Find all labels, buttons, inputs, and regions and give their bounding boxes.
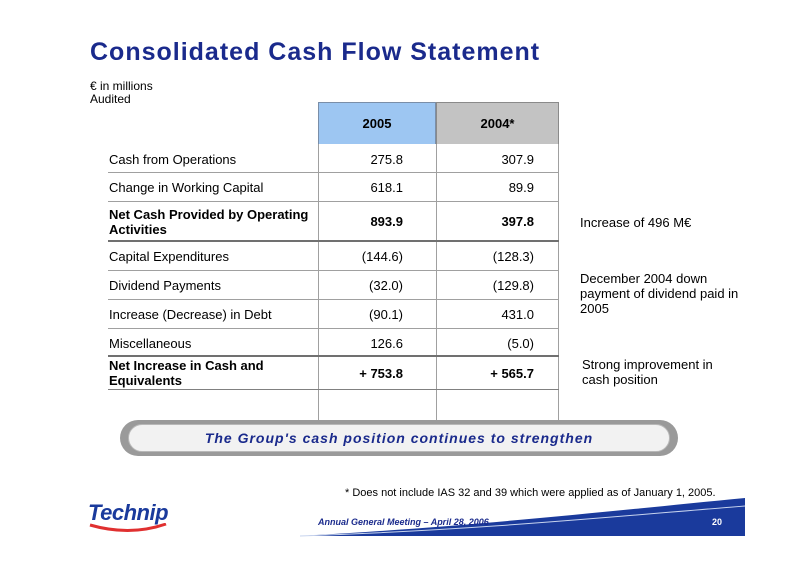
row-label: Capital Expenditures bbox=[109, 249, 229, 264]
column-divider bbox=[318, 144, 319, 431]
currency-label: € in millions bbox=[90, 79, 153, 93]
value-2005: (144.6) bbox=[361, 249, 403, 264]
row-label: Net Cash Provided by Operating Activitie… bbox=[109, 207, 309, 237]
table-row: Dividend Payments (32.0) (129.8) bbox=[108, 271, 559, 300]
column-divider bbox=[436, 144, 437, 431]
value-2004: 431.0 bbox=[501, 307, 534, 322]
row-label: Net Increase in Cash and Equivalents bbox=[109, 358, 264, 388]
logo-swoosh-icon bbox=[89, 523, 167, 533]
value-2005: 126.6 bbox=[370, 336, 403, 351]
column-divider bbox=[558, 144, 559, 431]
value-2004: 397.8 bbox=[501, 214, 534, 229]
meeting-label: Annual General Meeting – April 28, 2006 bbox=[318, 517, 489, 527]
table-row: Change in Working Capital 618.1 89.9 bbox=[108, 173, 559, 202]
table-row: Cash from Operations 275.8 307.9 bbox=[108, 144, 559, 173]
table-row: Capital Expenditures (144.6) (128.3) bbox=[108, 242, 559, 271]
row-label: Change in Working Capital bbox=[109, 180, 264, 195]
audited-label: Audited bbox=[90, 92, 131, 106]
value-2004: (128.3) bbox=[492, 249, 534, 264]
value-2005: 893.9 bbox=[370, 214, 403, 229]
table-row-subtotal: Net Cash Provided by Operating Activitie… bbox=[108, 202, 559, 242]
note-dividend: December 2004 down payment of dividend p… bbox=[580, 271, 739, 316]
technip-logo: Technip bbox=[88, 500, 169, 534]
value-2005: 618.1 bbox=[370, 180, 403, 195]
units-note: € in millions Audited bbox=[90, 80, 153, 106]
logo-wordmark: Technip bbox=[88, 500, 169, 525]
value-2004: (5.0) bbox=[507, 336, 534, 351]
note-increase: Increase of 496 M€ bbox=[580, 215, 692, 230]
table-row: Miscellaneous 126.6 (5.0) bbox=[108, 329, 559, 357]
value-2004: 89.9 bbox=[508, 180, 534, 195]
value-2004: 307.9 bbox=[501, 152, 534, 167]
value-2005: (90.1) bbox=[369, 307, 403, 322]
value-2004: + 565.7 bbox=[490, 366, 534, 381]
table-row-total: Net Increase in Cash and Equivalents + 7… bbox=[108, 357, 559, 390]
value-2004: (129.8) bbox=[492, 278, 534, 293]
value-2005: (32.0) bbox=[369, 278, 403, 293]
column-header-2004: 2004* bbox=[436, 102, 559, 144]
row-label: Dividend Payments bbox=[109, 278, 221, 293]
column-header-2005: 2005 bbox=[318, 102, 436, 144]
page-title: Consolidated Cash Flow Statement bbox=[90, 38, 541, 66]
banner-text: The Group's cash position continues to s… bbox=[128, 424, 670, 452]
value-2005: 275.8 bbox=[370, 152, 403, 167]
note-cash-position: Strong improvement in cash position bbox=[582, 357, 713, 387]
row-label: Cash from Operations bbox=[109, 152, 237, 167]
page-number: 20 bbox=[712, 517, 723, 527]
row-label: Miscellaneous bbox=[109, 336, 192, 351]
key-message-banner: The Group's cash position continues to s… bbox=[120, 420, 678, 456]
value-2005: + 753.8 bbox=[359, 366, 403, 381]
table-row: Increase (Decrease) in Debt (90.1) 431.0 bbox=[108, 300, 559, 329]
row-label: Increase (Decrease) in Debt bbox=[109, 307, 272, 322]
footnote: * Does not include IAS 32 and 39 which w… bbox=[345, 487, 716, 499]
